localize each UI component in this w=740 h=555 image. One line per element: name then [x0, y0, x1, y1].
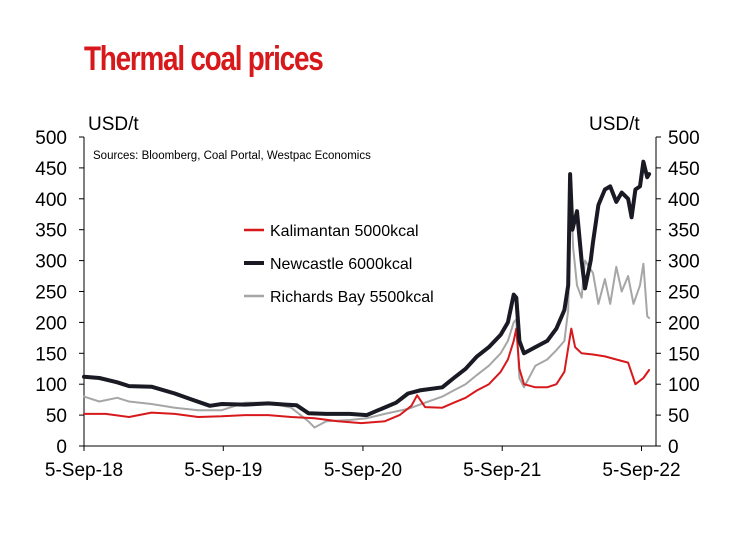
- left-y-tick-label: 400: [35, 190, 67, 211]
- left-y-axis-ticks: 0 50 100 150 200 250 300 350 400 450 500: [35, 128, 84, 458]
- right-y-tick-label: 150: [668, 344, 700, 365]
- legend-label-richards-bay: Richards Bay 5500kcal: [270, 289, 434, 306]
- legend-item-richards-bay: Richards Bay 5500kcal: [244, 289, 434, 306]
- right-y-tick-label: 500: [668, 128, 700, 149]
- left-y-tick-label: 0: [56, 437, 67, 458]
- legend-label-newcastle: Newcastle 6000kcal: [270, 256, 412, 273]
- right-y-tick-label: 250: [668, 283, 700, 304]
- legend-item-kalimantan: Kalimantan 5000kcal: [244, 223, 419, 240]
- left-y-tick-label: 100: [35, 375, 67, 396]
- right-y-tick-label: 200: [668, 313, 700, 334]
- chart-series: [82, 159, 652, 429]
- right-y-tick-label: 350: [668, 221, 700, 242]
- left-y-tick-label: 50: [46, 406, 67, 427]
- right-y-tick-label: 0: [668, 437, 679, 458]
- right-y-tick-label: 300: [668, 252, 700, 273]
- left-y-tick-label: 350: [35, 221, 67, 242]
- left-y-tick-label: 450: [35, 159, 67, 180]
- series-line-newcastle: [82, 159, 652, 418]
- x-tick-label: 5-Sep-19: [184, 460, 262, 481]
- chart-source-note: Sources: Bloomberg, Coal Portal, Westpac…: [93, 150, 371, 162]
- left-y-unit-label: USD/t: [88, 114, 139, 135]
- x-tick-label: 5-Sep-21: [463, 460, 541, 481]
- right-y-unit-label: USD/t: [589, 114, 640, 135]
- x-tick-label: 5-Sep-20: [324, 460, 402, 481]
- left-y-tick-label: 150: [35, 344, 67, 365]
- series-line-kalimantan: [83, 327, 651, 425]
- left-y-tick-label: 200: [35, 313, 67, 334]
- left-y-tick-label: 500: [35, 128, 67, 149]
- x-tick-label: 5-Sep-22: [602, 460, 680, 481]
- chart-legend: Kalimantan 5000kcal Newcastle 6000kcal R…: [244, 223, 434, 306]
- left-y-tick-label: 300: [35, 252, 67, 273]
- right-y-tick-label: 100: [668, 375, 700, 396]
- x-tick-label: 5-Sep-18: [45, 460, 123, 481]
- right-y-tick-label: 450: [668, 159, 700, 180]
- right-y-tick-label: 400: [668, 190, 700, 211]
- left-y-tick-label: 250: [35, 283, 67, 304]
- legend-item-newcastle: Newcastle 6000kcal: [244, 256, 412, 273]
- x-axis-ticks: 5-Sep-18 5-Sep-19 5-Sep-20 5-Sep-21 5-Sep-22: [45, 446, 681, 481]
- right-y-axis-ticks: 0 50 100 150 200 250 300 350 400 450 500: [656, 128, 700, 458]
- chart-title: Thermal coal prices: [84, 40, 324, 78]
- legend-label-kalimantan: Kalimantan 5000kcal: [270, 223, 419, 240]
- right-y-tick-label: 50: [668, 406, 689, 427]
